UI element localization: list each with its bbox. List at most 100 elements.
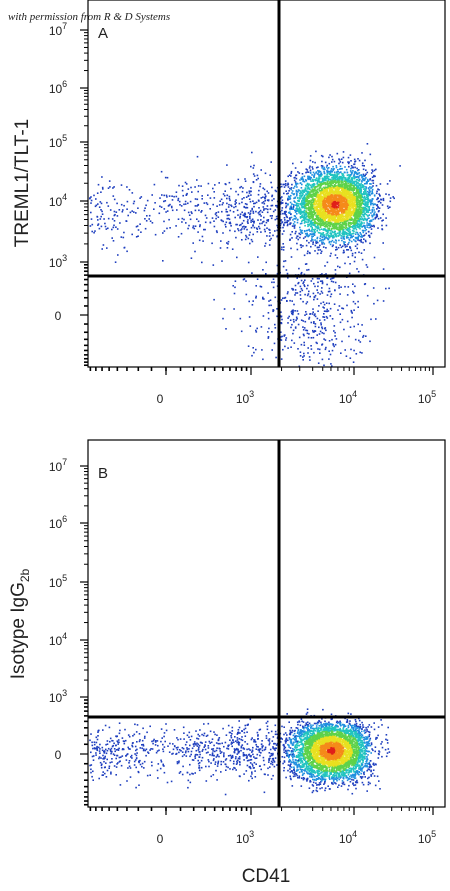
scatter-point bbox=[334, 191, 336, 194]
scatter-point bbox=[260, 219, 262, 221]
scatter-point bbox=[322, 214, 324, 216]
scatter-point bbox=[351, 166, 353, 169]
scatter-point bbox=[300, 319, 303, 321]
scatter-point bbox=[322, 168, 325, 170]
scatter-point bbox=[341, 223, 344, 225]
scatter-point bbox=[349, 194, 352, 197]
scatter-point bbox=[331, 161, 333, 163]
scatter-point bbox=[201, 235, 204, 238]
scatter-point bbox=[360, 196, 362, 199]
scatter-point bbox=[359, 199, 362, 202]
scatter-point bbox=[312, 161, 314, 163]
scatter-point bbox=[318, 333, 321, 335]
scatter-point bbox=[320, 239, 322, 242]
scatter-point bbox=[288, 198, 291, 200]
scatter-point bbox=[375, 216, 378, 219]
scatter-point bbox=[327, 211, 330, 214]
scatter-point bbox=[382, 197, 385, 200]
scatter-point bbox=[312, 180, 314, 182]
scatter-point bbox=[345, 216, 347, 218]
scatter-point bbox=[292, 312, 294, 314]
scatter-point bbox=[332, 237, 334, 239]
scatter-point bbox=[346, 196, 349, 199]
scatter-point bbox=[378, 200, 381, 202]
scatter-point bbox=[309, 159, 312, 162]
scatter-point bbox=[287, 192, 289, 195]
scatter-point bbox=[360, 252, 363, 254]
scatter-point bbox=[320, 232, 322, 235]
scatter-point bbox=[297, 204, 300, 207]
scatter-point bbox=[330, 168, 333, 170]
scatter-point bbox=[353, 177, 356, 180]
scatter-point bbox=[296, 197, 299, 199]
scatter-point bbox=[358, 226, 360, 229]
scatter-point bbox=[355, 228, 358, 231]
scatter-point bbox=[339, 194, 341, 197]
scatter-point bbox=[305, 180, 308, 182]
scatter-point bbox=[364, 227, 366, 229]
scatter-point bbox=[337, 186, 340, 189]
scatter-point bbox=[356, 167, 358, 170]
scatter-point bbox=[342, 181, 344, 184]
scatter-point bbox=[299, 209, 301, 212]
scatter-point bbox=[308, 193, 311, 196]
scatter-point bbox=[135, 212, 137, 214]
scatter-point bbox=[201, 261, 203, 264]
scatter-point bbox=[313, 298, 315, 301]
scatter-point bbox=[320, 184, 322, 187]
scatter-point bbox=[300, 279, 303, 282]
scatter-point bbox=[342, 211, 345, 214]
scatter-point bbox=[349, 214, 351, 217]
scatter-point bbox=[369, 178, 372, 180]
scatter-point bbox=[91, 223, 94, 226]
scatter-point bbox=[197, 185, 200, 187]
scatter-point bbox=[348, 207, 351, 210]
scatter-point bbox=[325, 187, 327, 190]
scatter-point bbox=[349, 229, 351, 231]
scatter-point bbox=[163, 200, 165, 203]
scatter-point bbox=[236, 223, 238, 226]
scatter-point bbox=[280, 358, 283, 360]
scatter-point bbox=[104, 222, 106, 225]
scatter-point bbox=[215, 230, 218, 232]
scatter-point bbox=[222, 202, 224, 204]
scatter-point bbox=[299, 236, 301, 239]
scatter-point bbox=[233, 206, 235, 209]
scatter-point bbox=[183, 203, 185, 206]
scatter-point bbox=[100, 202, 103, 205]
scatter-point bbox=[362, 199, 365, 201]
scatter-point bbox=[321, 282, 324, 285]
scatter-point bbox=[197, 220, 200, 223]
scatter-point bbox=[313, 230, 316, 232]
scatter-point bbox=[289, 207, 291, 210]
scatter-point bbox=[248, 198, 251, 200]
scatter-point bbox=[344, 171, 346, 174]
scatter-point bbox=[236, 256, 238, 259]
scatter-point bbox=[350, 167, 352, 170]
scatter-point bbox=[319, 224, 322, 226]
scatter-point bbox=[336, 152, 339, 155]
scatter-point bbox=[290, 172, 292, 175]
scatter-point bbox=[308, 191, 311, 193]
scatter-point bbox=[346, 214, 349, 216]
scatter-point bbox=[162, 232, 164, 234]
scatter-point bbox=[258, 200, 260, 202]
scatter-point bbox=[245, 293, 248, 296]
scatter-point bbox=[191, 212, 193, 215]
scatter-point bbox=[353, 224, 355, 226]
scatter-point bbox=[347, 223, 350, 226]
scatter-point bbox=[371, 211, 374, 213]
scatter-point bbox=[276, 315, 278, 318]
scatter-point bbox=[330, 193, 333, 196]
scatter-point bbox=[307, 200, 310, 202]
scatter-point bbox=[373, 224, 375, 227]
scatter-point bbox=[362, 210, 365, 213]
scatter-point bbox=[359, 212, 361, 214]
scatter-point bbox=[347, 193, 350, 195]
scatter-point bbox=[308, 318, 310, 320]
scatter-point bbox=[309, 217, 312, 220]
scatter-point bbox=[313, 175, 315, 178]
scatter-point bbox=[367, 209, 369, 212]
scatter-point bbox=[166, 227, 168, 230]
